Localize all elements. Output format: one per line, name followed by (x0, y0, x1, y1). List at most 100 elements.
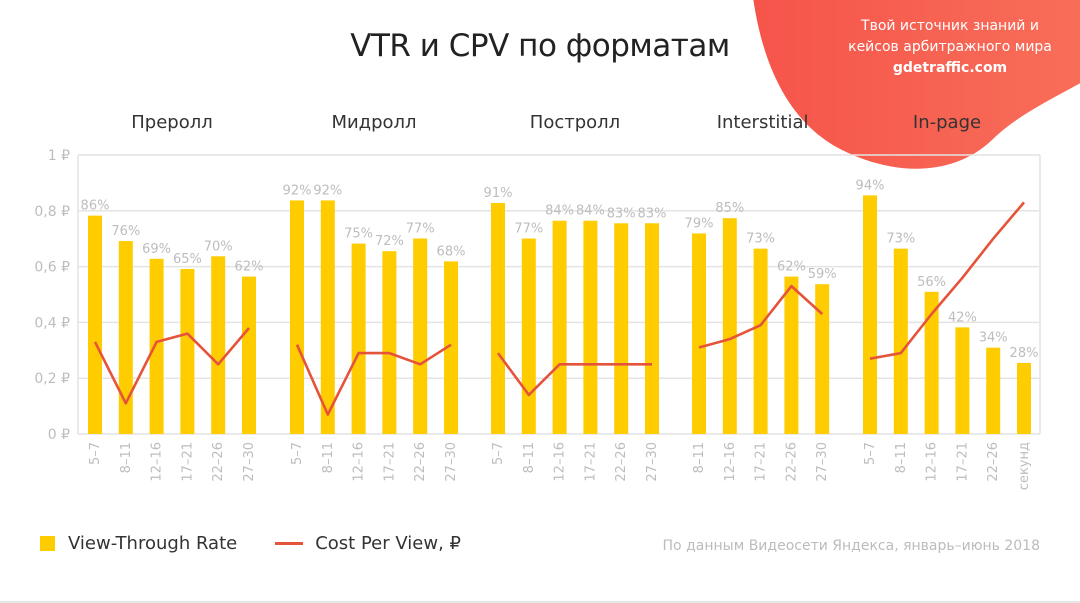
vtr-legend-swatch (40, 536, 55, 551)
cpv-legend-label: Cost Per View, ₽ (315, 533, 461, 554)
vtr-cpv-chart: 0 ₽ 0,2 ₽ 0,4 ₽ 0,6 ₽ 0,8 ₽ 1 ₽ 86% 5–7 76% 8–11 6… (34, 148, 1041, 490)
format-label: Преролл (131, 112, 213, 133)
x-category-label: 22–26 (614, 442, 629, 482)
vtr-bar (645, 223, 659, 434)
vtr-value-label: 72% (375, 234, 404, 249)
vtr-value-label: 79% (685, 216, 714, 231)
vtr-bar (351, 243, 366, 434)
vtr-value-label: 34% (979, 331, 1008, 346)
vtr-value-label: 62% (777, 260, 806, 275)
promo-text: Твой источник знаний и кейсов арбитражно… (820, 16, 1080, 79)
x-category-label: 12–16 (352, 442, 367, 482)
x-category-label: 5–7 (88, 442, 103, 465)
vtr-bar (382, 251, 397, 434)
x-category-label: 12–16 (150, 442, 165, 482)
data-source-note: По данным Видеосети Яндекса, январь–июнь… (662, 538, 1040, 554)
x-category-label: 12–16 (553, 442, 568, 482)
format-label: Постролл (529, 112, 621, 133)
vtr-bar (986, 347, 1001, 434)
x-category-label: 27–30 (444, 442, 459, 482)
promo-line-1: Твой источник знаний и (861, 18, 1039, 34)
vtr-bar (692, 233, 706, 434)
chart-title: VTR и CPV по форматам (350, 28, 730, 64)
vtr-bar (118, 241, 133, 434)
cpv-line (698, 284, 824, 349)
vtr-value-label: 92% (313, 183, 342, 198)
vtr-bar (583, 220, 598, 434)
y-tick-label: 0,2 ₽ (34, 371, 70, 387)
promo-blob (753, 0, 1080, 169)
vtr-value-label: 62% (235, 260, 264, 275)
cpv-line (869, 201, 1025, 360)
vtr-value-label: 85% (715, 201, 744, 216)
vtr-bar (893, 248, 908, 434)
vtr-value-label: 83% (638, 206, 667, 221)
x-category-label: 22–26 (784, 442, 799, 482)
x-category-label: 22–26 (211, 442, 226, 482)
vtr-value-label: 91% (484, 186, 513, 201)
vtr-value-label: 84% (576, 204, 605, 219)
vtr-value-label: 68% (437, 244, 466, 259)
y-tick-label: 0,8 ₽ (34, 204, 70, 220)
x-category-label: 22–26 (413, 442, 428, 482)
vtr-bar (242, 276, 256, 434)
format-label: In-page (912, 112, 982, 133)
vtr-bar (924, 291, 939, 434)
x-category-label: 17–21 (754, 442, 769, 482)
x-category-label: 27–30 (242, 442, 257, 482)
x-category-label: 22–26 (986, 442, 1001, 482)
bottom-divider (0, 601, 1080, 603)
vtr-bar (863, 195, 877, 434)
vtr-bar (149, 258, 164, 434)
vtr-bar (320, 200, 335, 434)
vtr-bar (444, 261, 458, 434)
x-category-label: 27–30 (815, 442, 830, 482)
y-tick-label: 0,6 ₽ (34, 260, 70, 276)
x-category-label: секунд (1017, 442, 1032, 490)
format-label: Interstitial (716, 112, 809, 133)
x-category-label: 12–16 (925, 442, 940, 482)
x-category-label: 8–11 (522, 442, 537, 473)
vtr-value-label: 75% (344, 227, 373, 242)
legend: View-Through Rate Cost Per View, ₽ (40, 533, 461, 554)
x-category-label: 5–7 (290, 442, 305, 465)
cpv-legend-line (275, 542, 304, 545)
vtr-value-label: 77% (514, 222, 543, 237)
vtr-value-label: 70% (204, 239, 233, 254)
vtr-bar (784, 276, 799, 434)
vtr-value-label: 83% (607, 206, 636, 221)
vtr-bar (491, 202, 505, 434)
x-category-label: 8–11 (894, 442, 909, 473)
vtr-bar (180, 268, 195, 434)
vtr-value-label: 77% (406, 222, 435, 237)
y-tick-label: 0 ₽ (48, 427, 70, 443)
vtr-value-label: 56% (917, 275, 946, 290)
x-category-label: 17–21 (955, 442, 970, 482)
format-label: Мидролл (331, 112, 417, 133)
vtr-bar (614, 223, 629, 434)
vtr-value-label: 94% (856, 178, 885, 193)
vtr-bar (552, 220, 567, 434)
vtr-bar (722, 218, 737, 434)
vtr-bar (413, 238, 428, 434)
vtr-bar (1017, 362, 1031, 434)
x-category-label: 8–11 (321, 442, 336, 473)
vtr-value-label: 73% (886, 232, 915, 247)
vtr-value-label: 76% (111, 224, 140, 239)
vtr-value-label: 92% (283, 183, 312, 198)
vtr-bar (521, 238, 536, 434)
y-tick-label: 0,4 ₽ (34, 315, 70, 331)
cpv-line (496, 352, 652, 397)
vtr-legend-label: View-Through Rate (68, 533, 238, 554)
y-tick-label: 1 ₽ (48, 148, 70, 164)
x-category-label: 17–21 (382, 442, 397, 482)
promo-site-link[interactable]: gdetraffic.com (892, 60, 1008, 76)
vtr-bar (290, 200, 304, 434)
x-category-label: 27–30 (645, 442, 660, 482)
vtr-bar (815, 284, 830, 434)
vtr-value-label: 28% (1010, 346, 1039, 361)
vtr-value-label: 86% (81, 199, 110, 214)
vtr-value-label: 69% (142, 242, 171, 257)
x-category-label: 8–11 (119, 442, 134, 473)
x-category-label: 8–11 (692, 442, 707, 473)
